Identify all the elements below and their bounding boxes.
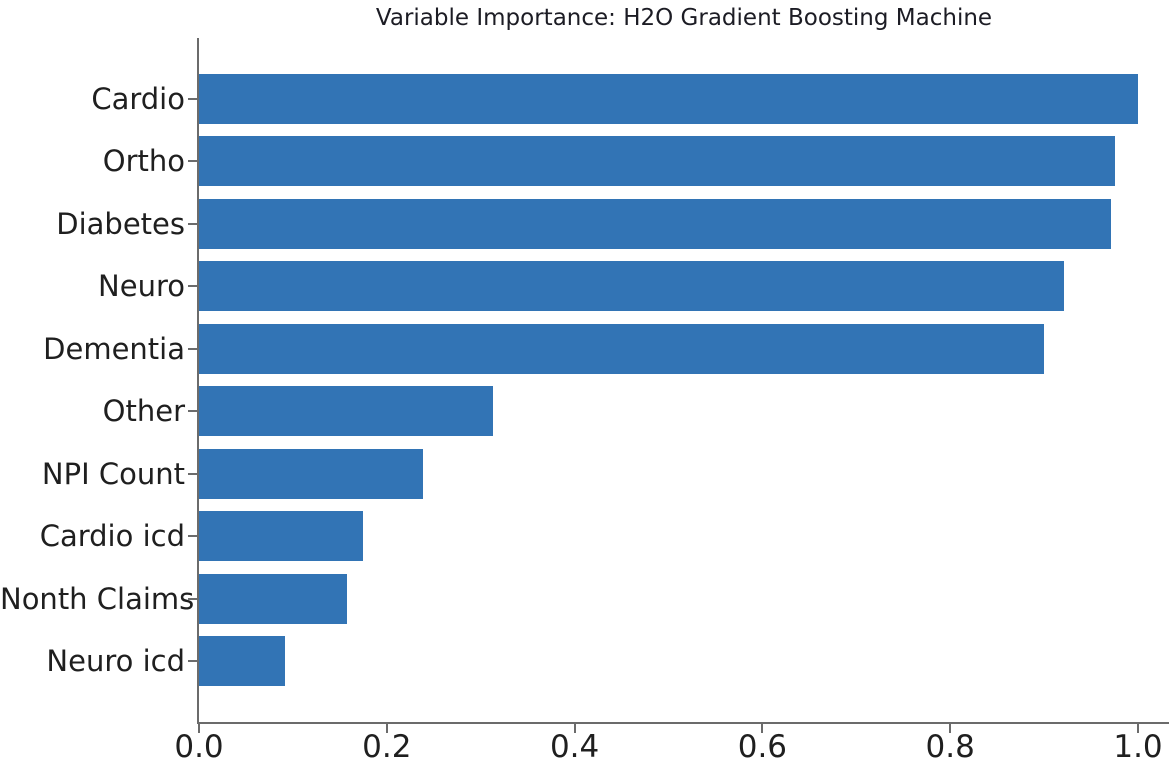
bar-cardio-icd — [199, 511, 363, 562]
y-tick-mark — [188, 160, 197, 163]
y-axis-label: Diabetes — [56, 206, 185, 241]
x-tick-mark — [573, 724, 576, 733]
x-tick-mark — [385, 724, 388, 733]
y-tick-mark — [188, 98, 197, 100]
y-axis-label: Dementia — [43, 331, 185, 366]
y-axis-label: Neuro — [98, 269, 185, 304]
bar-dementia — [199, 323, 1044, 374]
y-tick-mark — [188, 222, 197, 225]
y-tick-mark — [188, 285, 197, 288]
y-axis-label: Cardio icd — [39, 519, 185, 554]
y-tick-mark — [188, 535, 197, 538]
y-tick-mark — [188, 472, 197, 475]
y-axis-label: Nonth Claims — [0, 581, 195, 616]
x-tick-label: 0.6 — [737, 729, 788, 765]
x-tick-mark — [761, 724, 764, 733]
x-tick-label: 1.0 — [1113, 729, 1163, 765]
bar-diabetes — [199, 198, 1111, 249]
x-tick-mark — [1137, 724, 1139, 733]
y-axis-label: Cardio — [91, 82, 185, 116]
bar-other — [199, 386, 493, 437]
bar-nonth-claims — [199, 573, 347, 624]
bar-npi-count — [199, 448, 423, 499]
x-tick-mark — [198, 724, 200, 733]
y-tick-mark — [188, 660, 197, 663]
bar-cardio — [199, 74, 1138, 124]
y-axis-spine — [197, 38, 199, 724]
y-axis-label: Neuro icd — [46, 644, 185, 679]
plot-area — [199, 38, 1169, 722]
x-tick-label: 0.8 — [925, 729, 975, 765]
bar-neuro-icd — [199, 636, 285, 687]
y-axis-label: Ortho — [102, 144, 185, 179]
y-tick-mark — [188, 410, 197, 413]
x-tick-label: 0.4 — [549, 729, 600, 765]
x-tick-mark — [949, 724, 952, 733]
chart-title: Variable Importance: H2O Gradient Boosti… — [375, 5, 993, 31]
bar-ortho — [199, 136, 1115, 187]
x-tick-label: 0.0 — [174, 729, 224, 765]
y-axis-label: Other — [102, 394, 185, 429]
y-tick-mark — [188, 597, 197, 600]
x-tick-label: 0.2 — [362, 729, 412, 765]
y-axis-label: NPI Count — [41, 456, 185, 491]
x-axis-spine — [197, 722, 1169, 724]
y-tick-mark — [188, 347, 197, 350]
bar-neuro — [199, 261, 1064, 312]
